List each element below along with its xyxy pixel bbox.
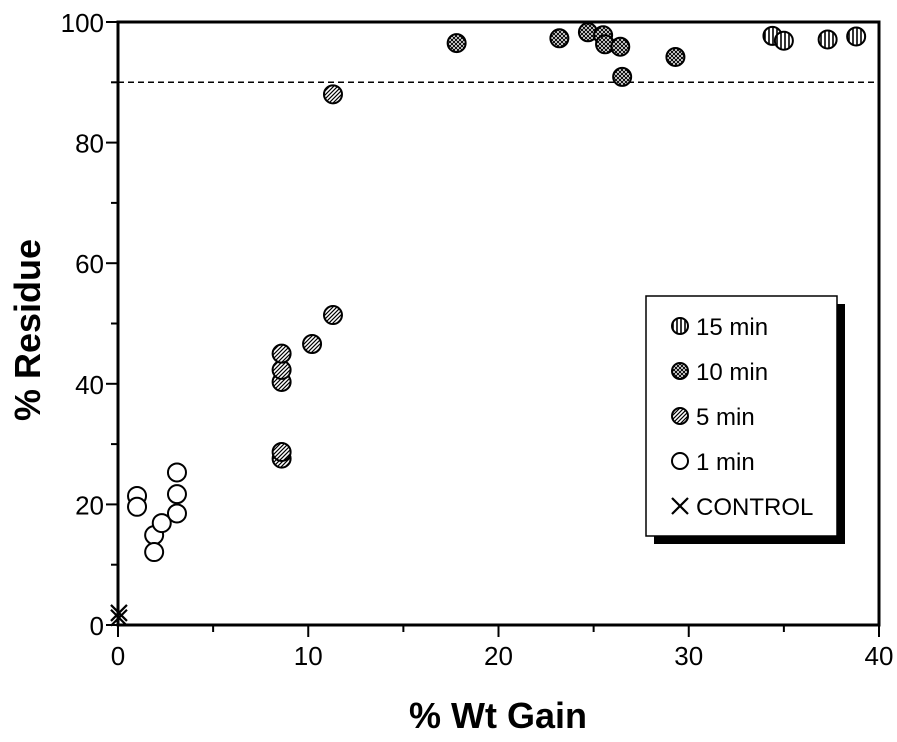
data-point — [127, 496, 148, 517]
data-point — [302, 334, 323, 355]
legend-label: 1 min — [696, 449, 755, 476]
data-point — [446, 33, 467, 54]
x-tick-label: 40 — [865, 641, 894, 671]
x-marker-stroke — [110, 608, 128, 627]
legend-item: 10 min — [671, 359, 768, 386]
y-axis-title: % Residue — [7, 239, 48, 421]
legend-item: 15 min — [671, 314, 768, 341]
legend-item: CONTROL — [671, 494, 813, 521]
legend-item: 5 min — [671, 404, 755, 431]
data-point — [151, 513, 172, 534]
data-point — [144, 542, 165, 563]
legend-marker — [671, 407, 689, 425]
x-marker-stroke — [110, 604, 128, 622]
y-tick-label: 60 — [75, 249, 104, 279]
data-point — [110, 608, 128, 627]
data-point — [166, 503, 187, 524]
axes-group: 0 10 20 30 40 0 20 40 60 80 100 — [61, 8, 894, 671]
data-point — [846, 26, 867, 47]
data-point — [322, 84, 343, 105]
legend: 15 min 10 min 5 min 1 min CONTROL — [645, 295, 845, 544]
y-tick-label: 20 — [75, 490, 104, 520]
legend-marker — [671, 317, 689, 335]
x-tick-label: 10 — [294, 641, 323, 671]
legend-marker — [671, 452, 689, 470]
legend-label: CONTROL — [696, 494, 813, 521]
legend-marker — [671, 497, 689, 515]
data-point — [665, 46, 686, 67]
data-points-group — [110, 22, 867, 627]
data-point — [612, 66, 633, 87]
x-axis-title: % Wt Gain — [409, 695, 587, 736]
y-tick-label: 100 — [61, 8, 104, 38]
legend-marker — [671, 362, 689, 380]
y-tick-label: 80 — [75, 129, 104, 159]
legend-item: 1 min — [671, 449, 755, 476]
y-tick-label: 40 — [75, 370, 104, 400]
data-point — [817, 29, 838, 50]
data-point — [166, 462, 187, 483]
data-point — [549, 28, 570, 49]
x-marker-stroke — [671, 497, 689, 515]
y-tick-label: 0 — [90, 611, 104, 641]
legend-label: 5 min — [696, 404, 755, 431]
data-point — [773, 30, 794, 51]
legend-label: 15 min — [696, 314, 768, 341]
data-point — [322, 305, 343, 326]
data-point — [271, 441, 292, 462]
data-point — [110, 604, 128, 622]
legend-label: 10 min — [696, 359, 768, 386]
x-tick-label: 30 — [674, 641, 703, 671]
x-tick-label: 20 — [484, 641, 513, 671]
data-point — [271, 343, 292, 364]
data-point — [610, 36, 631, 57]
data-point — [166, 484, 187, 505]
x-tick-label: 0 — [111, 641, 125, 671]
